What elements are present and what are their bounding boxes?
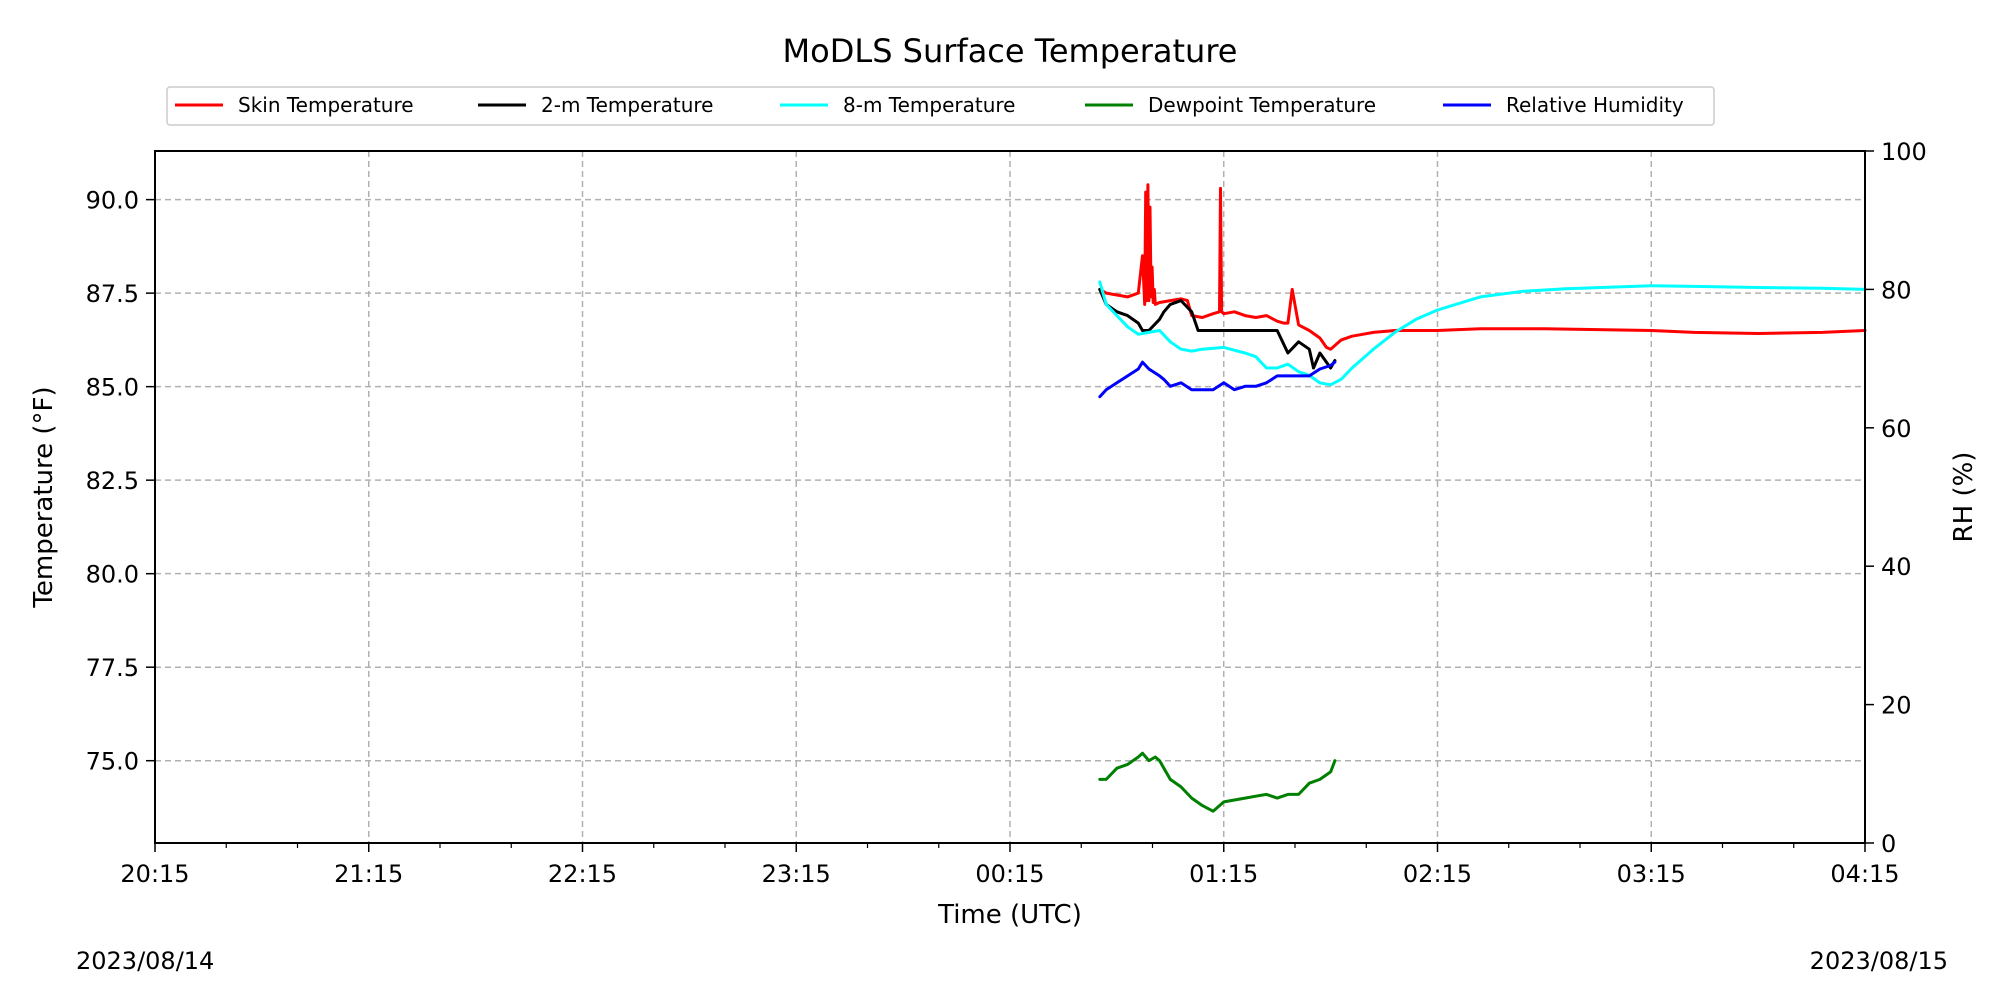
x-tick-label: 20:15 <box>120 860 189 888</box>
x-tick-label: 02:15 <box>1403 860 1472 888</box>
y-axis-right: 0 20 40 60 80 100 <box>1865 138 1927 858</box>
x-tick-label: 00:15 <box>975 860 1044 888</box>
x-tick-label: 04:15 <box>1830 860 1899 888</box>
legend-box <box>166 86 1715 126</box>
chart-title: MoDLS Surface Temperature <box>783 32 1238 70</box>
start-date-label: 2023/08/14 <box>76 947 214 975</box>
y-axis-label: Temperature (°F) <box>29 386 59 608</box>
y2-tick-label: 80 <box>1881 276 1912 304</box>
x-tick-label: 23:15 <box>762 860 831 888</box>
y-tick-label: 90.0 <box>86 187 139 215</box>
series-line-dewpoint-temperature <box>1098 751 1337 813</box>
legend-label: Skin Temperature <box>238 93 414 117</box>
x-axis: 20:15 21:15 22:15 23:15 00:15 01:15 02:15 03:15… <box>120 843 1900 888</box>
x-tick-label: 03:15 <box>1617 860 1686 888</box>
y-axis-left: 75.0 77.5 80.0 82.5 85.0 87.5 90.0 <box>86 187 155 776</box>
y2-tick-label: 0 <box>1881 830 1896 858</box>
series-line-8-m-temperature <box>1098 280 1867 387</box>
y-tick-label: 87.5 <box>86 280 139 308</box>
y-tick-label: 82.5 <box>86 467 139 495</box>
legend-label: 8-m Temperature <box>843 93 1015 117</box>
legend: Skin Temperature 2-m Temperature 8-m Tempe… <box>166 86 1715 126</box>
legend-label: Dewpoint Temperature <box>1148 93 1376 117</box>
y2-tick-label: 60 <box>1881 415 1912 443</box>
x-tick-label: 21:15 <box>334 860 403 888</box>
end-date-label: 2023/08/15 <box>1810 947 1948 975</box>
series-line-2-m-temperature <box>1098 287 1337 370</box>
series-layer <box>1098 183 1867 813</box>
legend-label: 2-m Temperature <box>541 93 713 117</box>
x-tick-label: 22:15 <box>548 860 617 888</box>
y2-tick-label: 40 <box>1881 553 1912 581</box>
y-tick-label: 80.0 <box>86 561 139 589</box>
y2-axis-label: RH (%) <box>1949 452 1979 543</box>
plot-area: 20:15 21:15 22:15 23:15 00:15 01:15 02:15 03:15… <box>86 138 1927 888</box>
series-line-skin-temperature <box>1098 183 1867 351</box>
series-line-relative-humidity <box>1098 360 1337 399</box>
y-tick-label: 85.0 <box>86 374 139 402</box>
grid <box>155 151 1865 843</box>
y2-tick-label: 20 <box>1881 692 1912 720</box>
y-tick-label: 77.5 <box>86 654 139 682</box>
x-axis-label: Time (UTC) <box>937 900 1082 930</box>
y2-tick-label: 100 <box>1881 138 1927 166</box>
legend-label: Relative Humidity <box>1506 93 1684 117</box>
y-tick-label: 75.0 <box>86 748 139 776</box>
x-tick-label: 01:15 <box>1189 860 1258 888</box>
